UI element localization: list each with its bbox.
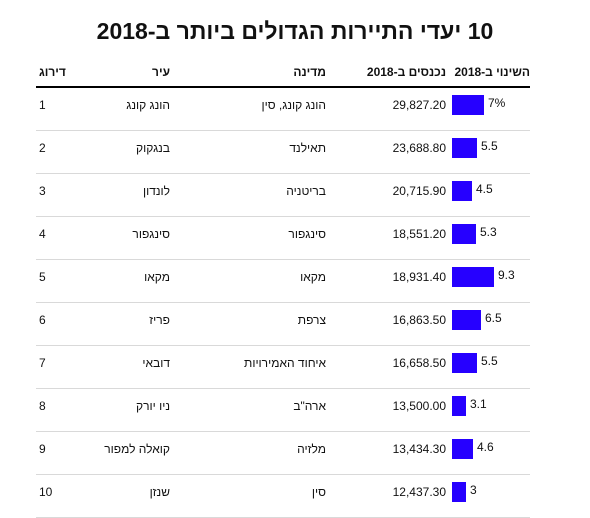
rank-cell: 6 — [39, 313, 46, 327]
visitors-cell: 23,688.80 — [392, 141, 446, 155]
visitors-cell: 12,437.30 — [392, 485, 446, 499]
country-cell: תאילנד — [289, 141, 326, 155]
city-cell: סינגפור — [132, 227, 170, 241]
change-label: 9.3 — [498, 268, 515, 282]
country-cell: הונג קונג, סין — [261, 98, 326, 112]
visitors-cell: 13,434.30 — [392, 442, 446, 456]
table-row: 7 דובאי איחוד האמירויות 16,658.50 5.5 — [36, 346, 530, 389]
header-change: השינוי ב-2018 — [454, 65, 530, 79]
country-cell: סין — [311, 485, 326, 499]
header-rank: דירוג — [39, 65, 66, 79]
change-bar — [452, 95, 484, 115]
destinations-table: דירוג עיר מדינה נכנסים ב-2018 השינוי ב-2… — [36, 58, 530, 518]
city-cell: הונג קונג — [126, 98, 170, 112]
table-row: 2 בנגקוק תאילנד 23,688.80 5.5 — [36, 131, 530, 174]
header-city: עיר — [152, 65, 170, 79]
city-cell: קואלה למפור — [104, 442, 170, 456]
change-label: 4.5 — [476, 182, 493, 196]
rank-cell: 5 — [39, 270, 46, 284]
table-row: 5 מקאו מקאו 18,931.40 9.3 — [36, 260, 530, 303]
change-bar — [452, 224, 476, 244]
rank-cell: 7 — [39, 356, 46, 370]
city-cell: שנזן — [149, 485, 170, 499]
rank-cell: 4 — [39, 227, 46, 241]
header-visitors: נכנסים ב-2018 — [366, 65, 446, 79]
change-label: 4.6 — [477, 440, 494, 454]
rank-cell: 1 — [39, 98, 46, 112]
change-label: 3.1 — [470, 397, 487, 411]
country-cell: מקאו — [300, 270, 326, 284]
change-label: 6.5 — [485, 311, 502, 325]
table-row: 6 פריז צרפת 16,863.50 6.5 — [36, 303, 530, 346]
change-bar — [452, 396, 466, 416]
table-row: 9 קואלה למפור מלזיה 13,434.30 4.6 — [36, 432, 530, 475]
table-row: 4 סינגפור סינגפור 18,551.20 5.3 — [36, 217, 530, 260]
city-cell: בנגקוק — [136, 141, 170, 155]
visitors-cell: 18,931.40 — [392, 270, 446, 284]
visitors-cell: 16,863.50 — [392, 313, 446, 327]
city-cell: ניו יורק — [136, 399, 170, 413]
country-cell: צרפת — [297, 313, 326, 327]
change-label: 5.5 — [481, 354, 498, 368]
table-row: 10 שנזן סין 12,437.30 3 — [36, 475, 530, 518]
rank-cell: 8 — [39, 399, 46, 413]
chart-title: 10 יעדי התיירות הגדולים ביותר ב-2018 — [96, 18, 494, 44]
table-body: 1 הונג קונג הונג קונג, סין 29,827.20 7% 2 בנגק… — [36, 88, 530, 518]
city-cell: מקאו — [144, 270, 170, 284]
change-label: 5.5 — [481, 139, 498, 153]
country-cell: איחוד האמירויות — [244, 356, 326, 370]
header-country: מדינה — [293, 65, 326, 79]
change-bar — [452, 310, 481, 330]
city-cell: פריז — [149, 313, 170, 327]
table-row: 8 ניו יורק ארה"ב 13,500.00 3.1 — [36, 389, 530, 432]
change-bar — [452, 482, 466, 502]
country-cell: בריטניה — [286, 184, 326, 198]
change-bar — [452, 439, 473, 459]
table-row: 1 הונג קונג הונג קונג, סין 29,827.20 7% — [36, 88, 530, 131]
visitors-cell: 20,715.90 — [392, 184, 446, 198]
change-label: 3 — [470, 483, 477, 497]
visitors-cell: 29,827.20 — [392, 98, 446, 112]
change-bar — [452, 353, 477, 373]
rank-cell: 3 — [39, 184, 46, 198]
table-row: 3 לונדון בריטניה 20,715.90 4.5 — [36, 174, 530, 217]
rank-cell: 10 — [39, 485, 53, 499]
table-header: דירוג עיר מדינה נכנסים ב-2018 השינוי ב-2… — [36, 58, 530, 88]
change-bar — [452, 138, 477, 158]
change-bar — [452, 181, 472, 201]
rank-cell: 2 — [39, 141, 46, 155]
city-cell: לונדון — [142, 184, 170, 198]
country-cell: ארה"ב — [293, 399, 326, 413]
country-cell: סינגפור — [288, 227, 326, 241]
change-label: 5.3 — [480, 225, 497, 239]
rank-cell: 9 — [39, 442, 46, 456]
city-cell: דובאי — [142, 356, 170, 370]
visitors-cell: 13,500.00 — [392, 399, 446, 413]
visitors-cell: 16,658.50 — [392, 356, 446, 370]
country-cell: מלזיה — [297, 442, 326, 456]
change-label: 7% — [488, 96, 506, 110]
change-bar — [452, 267, 494, 287]
visitors-cell: 18,551.20 — [392, 227, 446, 241]
